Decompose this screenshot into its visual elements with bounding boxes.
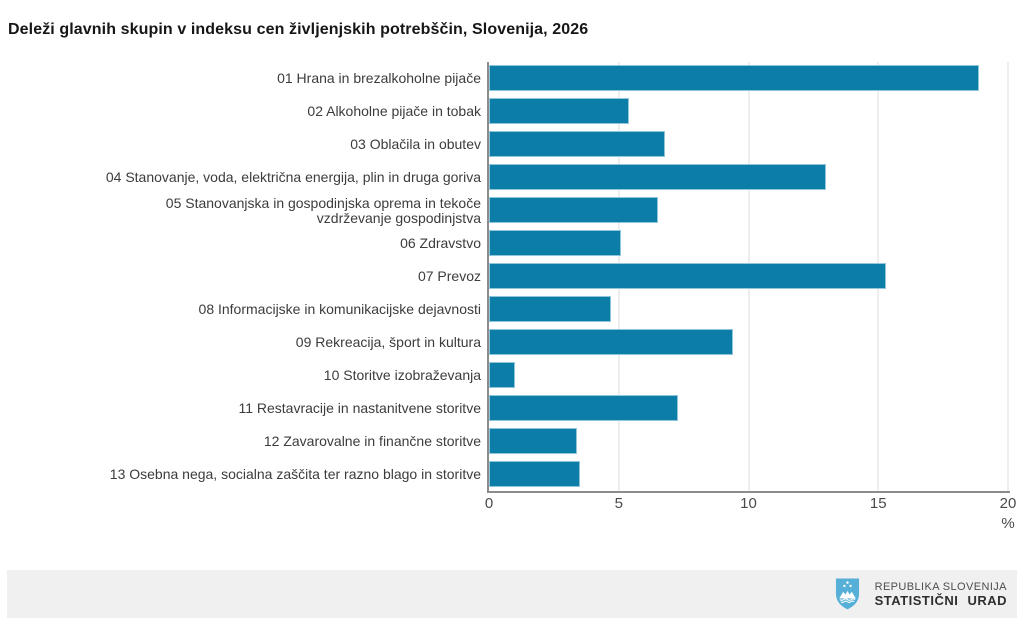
x-tick-label-10: 10 <box>740 495 757 512</box>
x-tick-label-0: 0 <box>484 495 494 512</box>
bar-06 <box>489 230 622 256</box>
bar-row <box>489 359 1008 392</box>
category-label-13: 13 Osebna nega, socialna zaščita ter raz… <box>109 466 481 482</box>
y-axis-line <box>487 62 489 491</box>
bar-row <box>489 95 1008 128</box>
category-label-09: 09 Rekreacija, šport in kultura <box>295 334 481 350</box>
x-axis-ticks: % 0 5 10 15 20 <box>485 495 1017 535</box>
org-name-line2: STATISTIČNI URAD <box>874 592 1007 608</box>
bar-04 <box>489 164 827 190</box>
bar-05 <box>489 197 658 223</box>
statistical-office-brand: REPUBLIKA SLOVENIJA STATISTIČNI URAD <box>834 578 1007 611</box>
category-label-03: 03 Oblačila in obutev <box>350 136 481 152</box>
bar-row <box>489 194 1008 227</box>
chart-title: Deleži glavnih skupin v indeksu cen živl… <box>8 21 589 38</box>
bar-rows <box>489 62 1008 491</box>
org-name: REPUBLIKA SLOVENIJA STATISTIČNI URAD <box>875 581 1007 608</box>
footer-band: REPUBLIKA SLOVENIJA STATISTIČNI URAD <box>7 570 1017 618</box>
slovenia-coat-of-arms-icon <box>835 578 859 609</box>
bar-row <box>489 458 1008 491</box>
bar-09 <box>489 329 733 355</box>
bar-row <box>489 425 1008 458</box>
bar-row <box>489 227 1008 260</box>
category-label-06: 06 Zdravstvo <box>400 235 481 251</box>
bar-12 <box>489 428 578 454</box>
gridline-20 <box>1007 62 1009 491</box>
category-label-12: 12 Zavarovalne in finančne storitve <box>263 433 481 449</box>
bar-row <box>489 392 1008 425</box>
bar-13 <box>489 461 580 487</box>
bar-10 <box>489 362 515 388</box>
org-name-line1: REPUBLIKA SLOVENIJA <box>874 580 1007 593</box>
category-label-10: 10 Storitve izobraževanja <box>323 367 481 383</box>
x-tick-label-5: 5 <box>614 495 623 512</box>
bar-row <box>489 128 1008 161</box>
bar-row <box>489 62 1008 95</box>
bar-row <box>489 260 1008 293</box>
plot-area <box>487 62 1010 493</box>
bar-row <box>489 293 1008 326</box>
category-labels: 01 Hrana in brezalkoholne pijače 02 Alkoh… <box>0 62 481 491</box>
bar-11 <box>489 395 679 421</box>
bar-02 <box>489 98 630 124</box>
bar-row <box>489 161 1008 194</box>
category-label-08: 08 Informacijske in komunikacijske dejav… <box>198 301 481 317</box>
category-label-07: 07 Prevoz <box>417 268 481 284</box>
x-axis-line <box>487 491 1010 493</box>
bar-row <box>489 326 1008 359</box>
category-label-01: 01 Hrana in brezalkoholne pijače <box>277 70 481 86</box>
bar-07 <box>489 263 887 289</box>
category-label-11: 11 Restavracije in nastanitvene storitve <box>238 400 481 416</box>
x-tick-label-20: 20 <box>999 495 1017 512</box>
category-label-04: 04 Stanovanje, voda, električna energija… <box>105 169 481 185</box>
category-label-02: 02 Alkoholne pijače in tobak <box>307 103 481 119</box>
bar-03 <box>489 131 666 157</box>
x-axis-unit-label: % <box>1001 515 1015 532</box>
bar-08 <box>489 296 611 322</box>
bar-01 <box>489 65 980 91</box>
x-tick-label-15: 15 <box>869 495 887 512</box>
category-label-05: 05 Stanovanjska in gospodinjska oprema i… <box>165 194 481 226</box>
